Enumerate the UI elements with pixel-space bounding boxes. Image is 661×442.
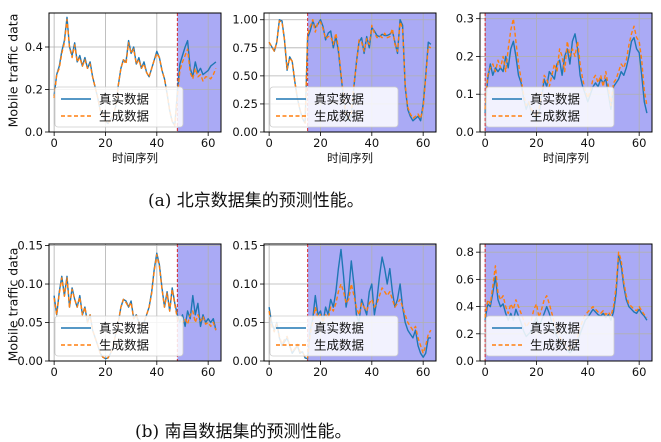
chart5-xtick-label-40: 40 <box>365 365 380 379</box>
chart5-ytick-label-0: 0.00 <box>232 354 258 368</box>
chart5-xtick-label-60: 60 <box>416 365 431 379</box>
chart2-legend-box <box>269 86 399 128</box>
chart6-xtick-label-60: 60 <box>632 365 647 379</box>
chart2-ytick-label-2: 0.50 <box>232 69 258 83</box>
chart3-ytick-label-1: 0.1 <box>456 87 474 101</box>
chart4-ytick-label-1: 0.05 <box>17 316 43 330</box>
chart1-x-axis-label: 时间序列 <box>112 151 158 165</box>
chart1-legend-label-real: 真实数据 <box>99 92 149 107</box>
chart6-ytick-label-3: 0.6 <box>456 272 474 286</box>
chart4-xtick-label-0: 0 <box>50 365 57 379</box>
chart1-xtick-label-0: 0 <box>50 136 57 150</box>
chart4-xtick-label-60: 60 <box>201 365 216 379</box>
chart4-legend-label-real: 真实数据 <box>99 321 149 336</box>
chart1-ytick-label-2: 0.4 <box>25 40 43 54</box>
chart2-ytick-label-1: 0.25 <box>232 97 258 111</box>
chart5-ytick-label-3: 0.15 <box>232 239 258 253</box>
chart6-ytick-label-1: 0.2 <box>456 327 474 341</box>
chart6-legend-label-real: 真实数据 <box>530 321 580 336</box>
chart6-xtick-label-20: 20 <box>529 365 544 379</box>
chart3-xtick-label-60: 60 <box>632 136 647 150</box>
chart6-series-generated <box>484 251 648 351</box>
chart6-ytick-label-4: 0.8 <box>456 245 474 259</box>
chart5-ytick-label-2: 0.10 <box>232 277 258 291</box>
chart5-axes-frame <box>263 243 437 362</box>
chart5-legend-label-generated: 生成数据 <box>314 338 364 353</box>
chart6-legend-label-generated: 生成数据 <box>530 338 580 353</box>
chart3-xtick-label-0: 0 <box>481 136 488 150</box>
chart5-ytick-label-1: 0.05 <box>232 316 258 330</box>
chart3-legend-label-real: 真实数据 <box>530 92 580 107</box>
chart1-ytick-label-0: 0.0 <box>25 125 43 139</box>
caption-a: (a) 北京数据集的预测性能。 <box>148 191 364 211</box>
chart5-legend-box <box>269 315 399 357</box>
chart1-xtick-label-40: 40 <box>150 136 165 150</box>
chart6-xtick-label-0: 0 <box>481 365 488 379</box>
chart1-legend-label-generated: 生成数据 <box>99 109 149 124</box>
chart3-legend-box <box>485 86 615 128</box>
chart4-series-generated <box>53 254 217 360</box>
chart6-xtick-label-40: 40 <box>581 365 596 379</box>
chart4-ytick-label-2: 0.10 <box>17 277 43 291</box>
chart3-ytick-label-0: 0.0 <box>456 125 474 139</box>
chart5-series-generated <box>268 283 432 359</box>
chart3-x-axis-label: 时间序列 <box>543 151 589 165</box>
chart1-axes-frame <box>48 12 222 133</box>
chart4-ytick-label-3: 0.15 <box>17 239 43 253</box>
chart2-x-axis-label: 时间序列 <box>327 151 373 165</box>
chart6-ytick-label-0: 0.0 <box>456 354 474 368</box>
chart2-legend-label-real: 真实数据 <box>314 92 364 107</box>
chart4-axes-frame <box>48 243 222 362</box>
chart1-xtick-label-20: 20 <box>98 136 113 150</box>
chart5-xtick-label-20: 20 <box>313 365 328 379</box>
chart4-legend-box <box>54 315 184 357</box>
chart3-xtick-label-20: 20 <box>529 136 544 150</box>
chart4-legend-label-generated: 生成数据 <box>99 338 149 353</box>
chart2-ytick-label-0: 0.00 <box>232 125 258 139</box>
chart4-xtick-label-40: 40 <box>150 365 165 379</box>
chart6-ytick-label-2: 0.4 <box>456 300 474 314</box>
chart1-ytick-label-1: 0.2 <box>25 83 43 97</box>
chart2-series-generated <box>268 19 432 124</box>
chart1-series-generated <box>53 18 217 127</box>
chart5-legend-label-real: 真实数据 <box>314 321 364 336</box>
chart2-legend-label-generated: 生成数据 <box>314 109 364 124</box>
chart1-xtick-label-60: 60 <box>201 136 216 150</box>
chart3-axes-frame <box>479 12 653 133</box>
chart3-ytick-label-2: 0.2 <box>456 49 474 63</box>
chart2-xtick-label-0: 0 <box>265 136 272 150</box>
chart3-ytick-label-3: 0.3 <box>456 12 474 26</box>
chart4-ytick-label-0: 0.00 <box>17 354 43 368</box>
chart2-ytick-label-4: 1.00 <box>232 13 258 27</box>
chart6-axes-frame <box>479 243 653 362</box>
y-axis-label-top: Mobile traffic data <box>5 13 21 128</box>
chart4-xtick-label-20: 20 <box>98 365 113 379</box>
chart6-legend-box <box>485 315 615 357</box>
chart2-xtick-label-20: 20 <box>313 136 328 150</box>
chart3-legend-label-generated: 生成数据 <box>530 109 580 124</box>
chart3-series-generated <box>484 18 648 118</box>
chart5-xtick-label-0: 0 <box>265 365 272 379</box>
chart3-xtick-label-40: 40 <box>581 136 596 150</box>
chart1-legend-box <box>54 86 184 128</box>
chart4-shaded-region <box>177 244 221 361</box>
y-axis-label-bottom: Mobile traffic data <box>5 247 21 362</box>
chart2-xtick-label-60: 60 <box>416 136 431 150</box>
chart2-ytick-label-3: 0.75 <box>232 41 258 55</box>
chart2-axes-frame <box>263 12 437 133</box>
caption-b: (b) 南昌数据集的预测性能。 <box>135 422 352 442</box>
chart2-xtick-label-40: 40 <box>365 136 380 150</box>
